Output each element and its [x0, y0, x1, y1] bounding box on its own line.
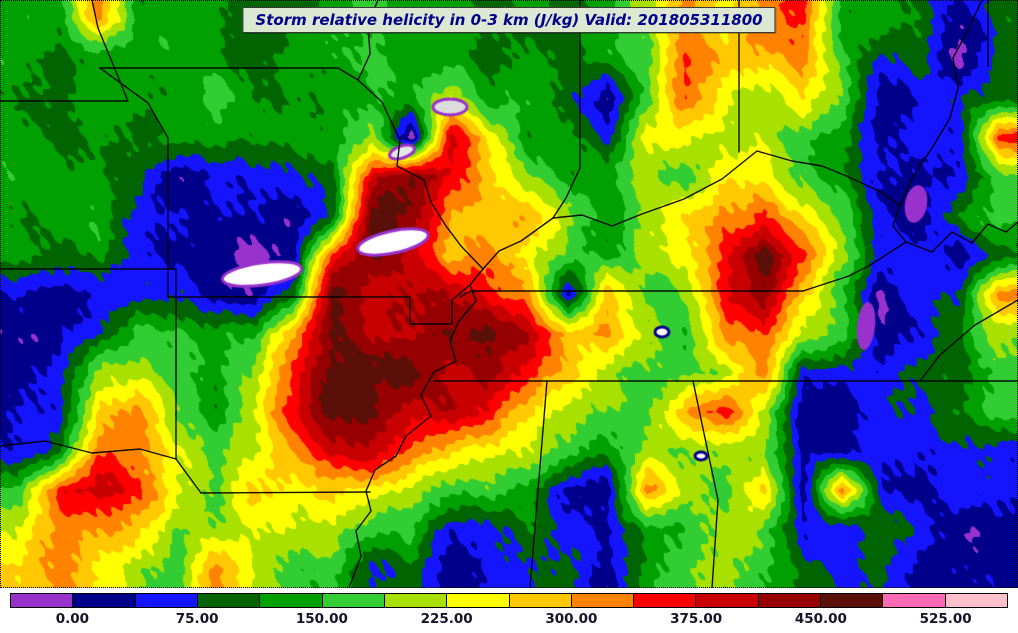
colorbar-tick-label: 75.00	[175, 611, 219, 627]
colorbar-segment	[384, 594, 448, 607]
colorbar-segment	[260, 594, 323, 607]
colorbar-segment	[322, 594, 385, 607]
colorbar-segment	[73, 594, 136, 607]
colorbar-segment	[11, 594, 74, 607]
colorbar-strip	[10, 593, 1008, 608]
colorbar-tick-labels: 0.00 75.00 150.00 225.00 300.00 375.00 450.00 5…	[10, 611, 1008, 631]
colorbar-tick-label: 150.00	[295, 611, 348, 627]
colorbar-segment	[197, 594, 261, 607]
colorbar-tick-label: 300.00	[545, 611, 598, 627]
colorbar-tick-label: 525.00	[919, 611, 972, 627]
colorbar-segment	[509, 594, 572, 607]
colorbar-segment	[696, 594, 759, 607]
map-area: Storm relative helicity in 0-3 km (J/kg)…	[0, 0, 1018, 588]
colorbar-tick-label: 375.00	[670, 611, 723, 627]
plot-title: Storm relative helicity in 0-3 km (J/kg)…	[242, 7, 776, 33]
colorbar-segment	[447, 594, 510, 607]
colorbar-tick-label: 225.00	[420, 611, 473, 627]
colorbar-segment	[758, 594, 822, 607]
colorbar-segment	[945, 594, 1007, 607]
colorbar-segment	[634, 594, 697, 607]
colorbar-segment	[821, 594, 884, 607]
colorbar-tick-label: 450.00	[794, 611, 847, 627]
colorbar-segment	[571, 594, 635, 607]
colorbar-segment	[135, 594, 198, 607]
colorbar-tick-label: 0.00	[55, 611, 90, 627]
colorbar-segment	[883, 594, 946, 607]
colorbar: 0.00 75.00 150.00 225.00 300.00 375.00 450.00 5…	[10, 593, 1008, 631]
helicity-field-canvas	[0, 0, 1018, 588]
